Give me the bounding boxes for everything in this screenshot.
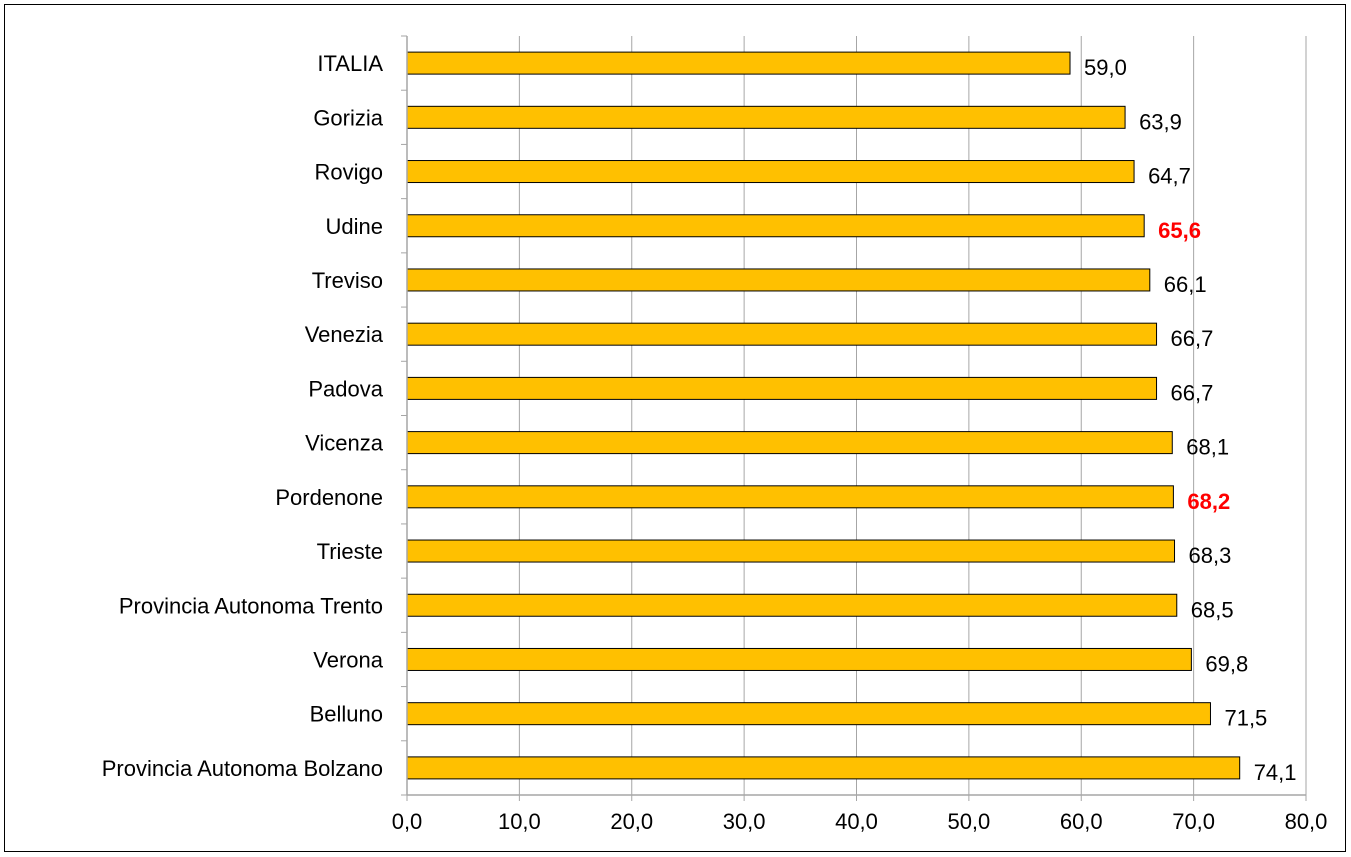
category-label: Vicenza [305,431,384,456]
category-label: Belluno [310,702,383,727]
x-tick-label: 70,0 [1172,809,1215,834]
category-label: Rovigo [315,160,383,185]
bar [406,214,1145,238]
x-tick-label: 80,0 [1285,809,1328,834]
x-tick-label: 0,0 [392,809,423,834]
category-label: Gorizia [313,105,383,130]
x-tick-label: 20,0 [610,809,653,834]
bar [406,51,1071,75]
x-tick-label: 40,0 [835,809,878,834]
category-label: Udine [326,214,383,239]
data-label: 66,1 [1164,272,1207,297]
category-label: Treviso [312,268,383,293]
data-label: 64,7 [1148,164,1191,189]
data-label: 68,2 [1187,489,1230,514]
bar [406,431,1173,455]
bar [406,160,1135,184]
x-tick-label: 60,0 [1060,809,1103,834]
x-tick-label: 50,0 [947,809,990,834]
category-label: ITALIA [317,51,383,76]
data-label: 68,5 [1191,597,1234,622]
bar [406,322,1158,346]
category-label: Provincia Autonoma Trento [119,593,383,618]
bar [406,268,1151,292]
data-label: 59,0 [1084,55,1127,80]
data-label: 74,1 [1254,760,1297,785]
axes-group [401,35,1307,801]
bar [406,593,1178,617]
category-label: Verona [313,647,383,672]
data-label: 71,5 [1224,706,1267,731]
data-labels-group: 59,0 63,9 64,7 65,6 66,1 66,7 66,7 68,1 68,2 68,3… [1084,55,1297,785]
category-label: Provincia Autonoma Bolzano [102,756,383,781]
gridlines [518,36,1307,795]
bar [406,376,1158,400]
data-label: 65,6 [1158,218,1201,243]
bar [406,756,1241,780]
bars-group [406,51,1241,780]
chart-frame: 0,0 10,0 20,0 30,0 40,0 50,0 60,0 70,0 80,0 ITAL… [4,4,1346,852]
category-label: Venezia [305,322,384,347]
category-label: Padova [308,376,383,401]
data-label: 68,3 [1189,543,1232,568]
data-label: 66,7 [1171,380,1214,405]
data-label: 66,7 [1171,326,1214,351]
x-tick-label: 30,0 [723,809,766,834]
data-label: 68,1 [1186,435,1229,460]
x-tick-label: 10,0 [498,809,541,834]
data-label: 63,9 [1139,109,1182,134]
bar [406,702,1211,726]
category-label: Trieste [317,539,383,564]
category-labels-group: ITALIA Gorizia Rovigo Udine Treviso Venezia Pa… [102,51,384,781]
tick-labels-group: 0,0 10,0 20,0 30,0 40,0 50,0 60,0 70,0 80,0 [392,809,1328,834]
bar [406,539,1176,563]
data-label: 69,8 [1205,651,1248,676]
bar [406,105,1126,129]
bar [406,647,1192,671]
category-label: Pordenone [275,485,383,510]
bar [406,485,1174,509]
bar-chart: 0,0 10,0 20,0 30,0 40,0 50,0 60,0 70,0 80,0 ITAL… [102,35,1328,834]
